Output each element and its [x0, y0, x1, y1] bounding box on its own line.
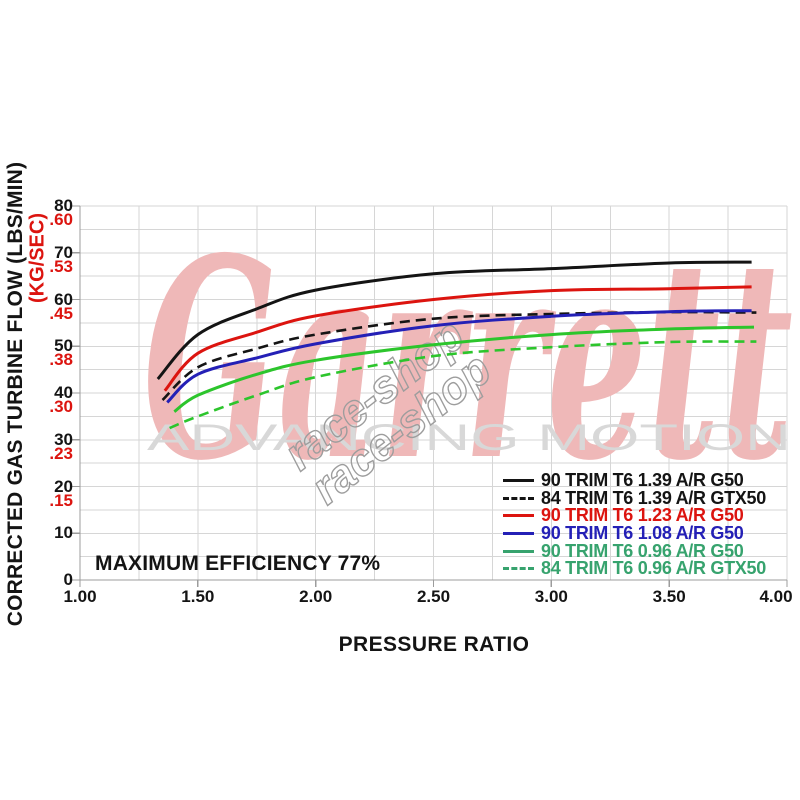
curve-5 [169, 340, 757, 430]
advancing-motion-watermark: ADVANCING MOTION [147, 417, 791, 458]
curve-4 [173, 325, 755, 413]
curve-2 [163, 285, 752, 392]
flow-curves [156, 260, 757, 430]
curve-0 [156, 260, 752, 380]
axis-ticks [72, 205, 788, 587]
curve-3 [166, 309, 752, 404]
